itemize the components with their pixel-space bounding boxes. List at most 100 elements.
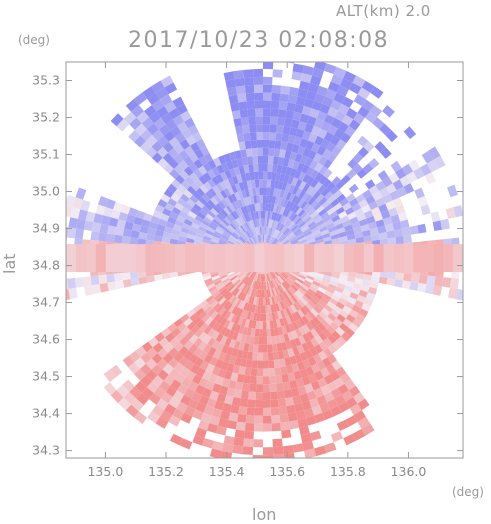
radar-cell xyxy=(258,353,263,361)
radar-cell xyxy=(261,211,264,219)
radar-cell xyxy=(227,87,237,96)
radar-cell xyxy=(258,345,263,353)
radar-cell xyxy=(237,134,245,143)
radar-cell xyxy=(280,414,289,423)
radar-cell xyxy=(230,102,239,111)
radar-cell xyxy=(98,232,107,242)
radar-cell xyxy=(293,443,304,453)
radar-cell xyxy=(279,406,288,415)
radar-cell xyxy=(273,53,284,62)
radar-cell xyxy=(286,102,295,111)
radar-band-cell xyxy=(145,244,155,272)
radar-cell xyxy=(254,416,263,424)
radar-cell xyxy=(263,156,268,164)
radar-cell xyxy=(130,237,139,245)
radar-cell xyxy=(270,399,278,408)
x-tick-label: 135.4 xyxy=(209,464,245,479)
radar-cell xyxy=(236,86,246,95)
radar-cell xyxy=(115,227,124,236)
radar-cell xyxy=(253,164,258,172)
radar-cell xyxy=(260,305,263,313)
radar-cell xyxy=(251,148,257,156)
radar-cell xyxy=(273,454,284,463)
radar-cell xyxy=(440,219,450,230)
radar-cell xyxy=(260,203,263,211)
radar-cell xyxy=(269,376,276,384)
radar-band-cell xyxy=(413,244,423,272)
radar-cell xyxy=(261,298,264,306)
radar-band-cell xyxy=(185,244,195,272)
radar-cell xyxy=(425,284,434,294)
radar-cell xyxy=(427,276,436,286)
radar-band-cell xyxy=(324,244,334,272)
radar-cell xyxy=(284,453,296,462)
radar-cell xyxy=(263,408,271,416)
radar-band-cell xyxy=(106,244,116,272)
radar-cell xyxy=(272,423,281,432)
radar-cell xyxy=(403,235,412,244)
radar-cell xyxy=(268,148,274,156)
radar-cell xyxy=(247,109,255,118)
radar-cell xyxy=(99,224,108,234)
radar-cell xyxy=(280,94,289,103)
radar-cell xyxy=(271,101,280,110)
radar-cell xyxy=(263,148,269,156)
radar-cell xyxy=(263,77,273,85)
radar-cell xyxy=(271,407,280,416)
radar-band-cell xyxy=(274,244,284,272)
radar-cell xyxy=(238,141,245,150)
radar-band-cell xyxy=(344,244,354,272)
radar-cell xyxy=(331,431,343,442)
y-tick-label: 35.0 xyxy=(32,184,60,199)
radar-cell xyxy=(246,415,255,424)
radar-cell xyxy=(411,274,420,283)
radar-cell xyxy=(269,140,276,148)
radar-cell xyxy=(106,234,115,243)
radar-cell xyxy=(251,360,257,368)
radar-cell xyxy=(263,400,271,408)
radar-cell xyxy=(268,164,273,172)
radar-cell xyxy=(410,225,419,234)
radar-cell xyxy=(107,225,116,234)
radar-cell xyxy=(138,277,147,285)
y-tick-label: 34.9 xyxy=(32,221,60,236)
radar-cell xyxy=(242,446,253,455)
radar-cell xyxy=(263,116,270,124)
radar-cell xyxy=(255,408,263,416)
radar-cell xyxy=(237,94,246,103)
radar-band-cell xyxy=(126,244,136,272)
radar-cell xyxy=(402,227,411,236)
radar-band-cell xyxy=(384,244,394,272)
radar-cell xyxy=(252,352,258,360)
radar-cell xyxy=(280,422,290,431)
radar-cell xyxy=(259,179,263,187)
radar-band-cell xyxy=(404,244,414,272)
radar-cell xyxy=(254,424,263,432)
radar-cell xyxy=(263,447,273,455)
radar-cell xyxy=(122,236,131,244)
radar-cell xyxy=(253,344,258,352)
radar-cell xyxy=(234,118,243,127)
radar-cell xyxy=(254,337,259,345)
radar-cell xyxy=(248,392,256,400)
radar-band-cell xyxy=(364,244,374,272)
radar-cell xyxy=(263,416,272,424)
radar-cell xyxy=(257,148,263,156)
radar-cell xyxy=(260,313,263,321)
radar-cell xyxy=(270,384,277,392)
radar-cell xyxy=(434,276,443,286)
radar-band-cell xyxy=(235,244,245,272)
radar-band-cell xyxy=(96,244,106,272)
radar-band-cell xyxy=(453,244,463,272)
radar-cell xyxy=(92,284,101,294)
y-tick-label: 35.1 xyxy=(32,147,60,162)
radar-cell xyxy=(253,69,263,77)
radar-cell xyxy=(229,95,239,104)
radar-cell xyxy=(263,384,270,392)
radar-cell xyxy=(324,442,337,453)
y-tick-label: 34.4 xyxy=(32,406,60,421)
radar-cell xyxy=(277,117,285,126)
radar-cell xyxy=(270,116,278,124)
radar-cell xyxy=(263,140,269,148)
radar-cell xyxy=(263,361,269,369)
